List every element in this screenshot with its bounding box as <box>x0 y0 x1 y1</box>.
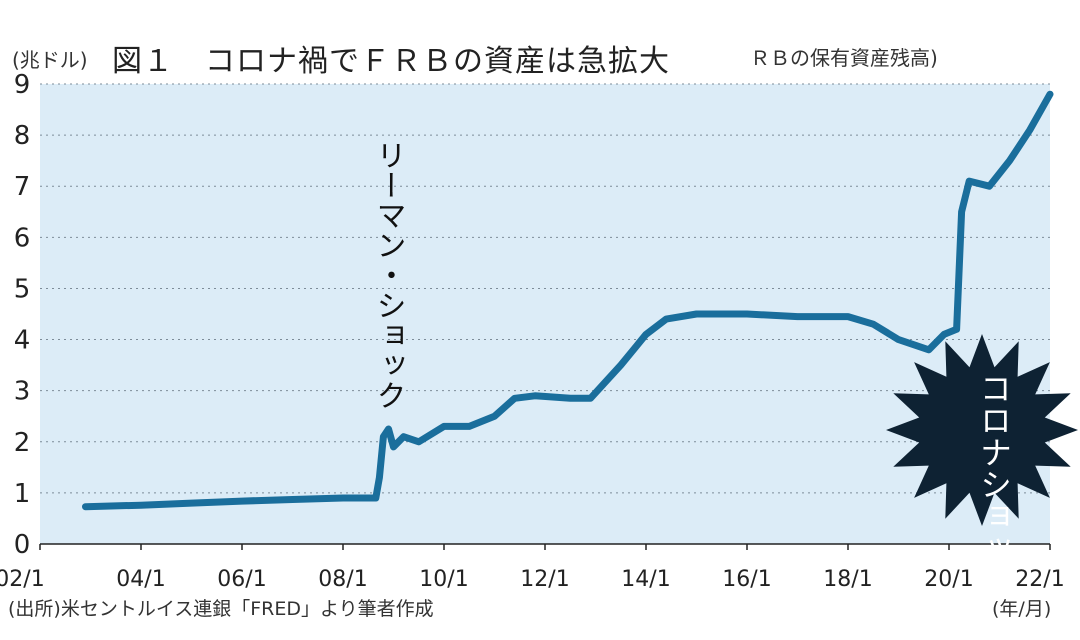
y-tick-label: 7 <box>14 172 31 202</box>
x-tick-label: 2002/1 <box>0 567 45 592</box>
x-tick-label: 04/1 <box>116 567 165 592</box>
chart-title: 図１ コロナ禍でＦＲＢの資産は急拡大 <box>112 44 670 79</box>
y-tick-label: 3 <box>14 377 31 407</box>
x-tick-label: 20/1 <box>924 567 973 592</box>
y-tick-label: 0 <box>14 530 31 560</box>
corona-burst-shape <box>886 334 1078 526</box>
series-layer <box>82 90 1054 511</box>
lehman-shock-label: リーマン・ショック <box>371 140 406 410</box>
x-tick-label: 14/1 <box>621 567 670 592</box>
x-tick-label: 08/1 <box>318 567 367 592</box>
x-tick-label: 16/1 <box>722 567 771 592</box>
y-tick-label: 6 <box>14 223 31 253</box>
source-note: (出所)米セントルイス連銀「FRED」より筆者作成 <box>8 598 434 620</box>
y-tick-label: 8 <box>14 121 31 151</box>
x-axis-ticks: 2002/1 04/1 06/1 08/1 10/1 12/1 14/1 16/1 18/1 20… <box>0 544 1065 592</box>
plot-area <box>40 84 1050 544</box>
x-axis-unit: (年/月) <box>992 598 1052 620</box>
y-axis-ticks: 0 1 2 3 4 5 6 7 8 9 <box>14 70 31 560</box>
y-tick-label: 2 <box>14 428 31 458</box>
chart-subtitle: ＲＢの保有資産残高) <box>750 46 938 70</box>
corona-shock-annotation: コロナショック <box>886 334 1078 596</box>
x-tick-label: 12/1 <box>520 567 569 592</box>
y-tick-label: 9 <box>14 70 31 100</box>
y-axis-unit: (兆ドル) <box>12 48 88 72</box>
grid <box>40 83 1050 545</box>
y-tick-label: 4 <box>14 326 31 356</box>
series-line-0 <box>82 90 1054 511</box>
y-tick-label: 1 <box>14 479 31 509</box>
x-tick-label: 10/1 <box>419 567 468 592</box>
corona-shock-label: コロナショック <box>975 372 1013 596</box>
y-tick-label: 5 <box>14 274 31 304</box>
lehman-shock-annotation: リーマン・ショック <box>371 140 406 410</box>
chart-header: (兆ドル) 図１ コロナ禍でＦＲＢの資産は急拡大 ＲＢの保有資産残高) <box>8 36 1072 79</box>
x-tick-label: 18/1 <box>823 567 872 592</box>
x-tick-label: 06/1 <box>217 567 266 592</box>
x-tick-label: 22/1 <box>1015 567 1064 592</box>
